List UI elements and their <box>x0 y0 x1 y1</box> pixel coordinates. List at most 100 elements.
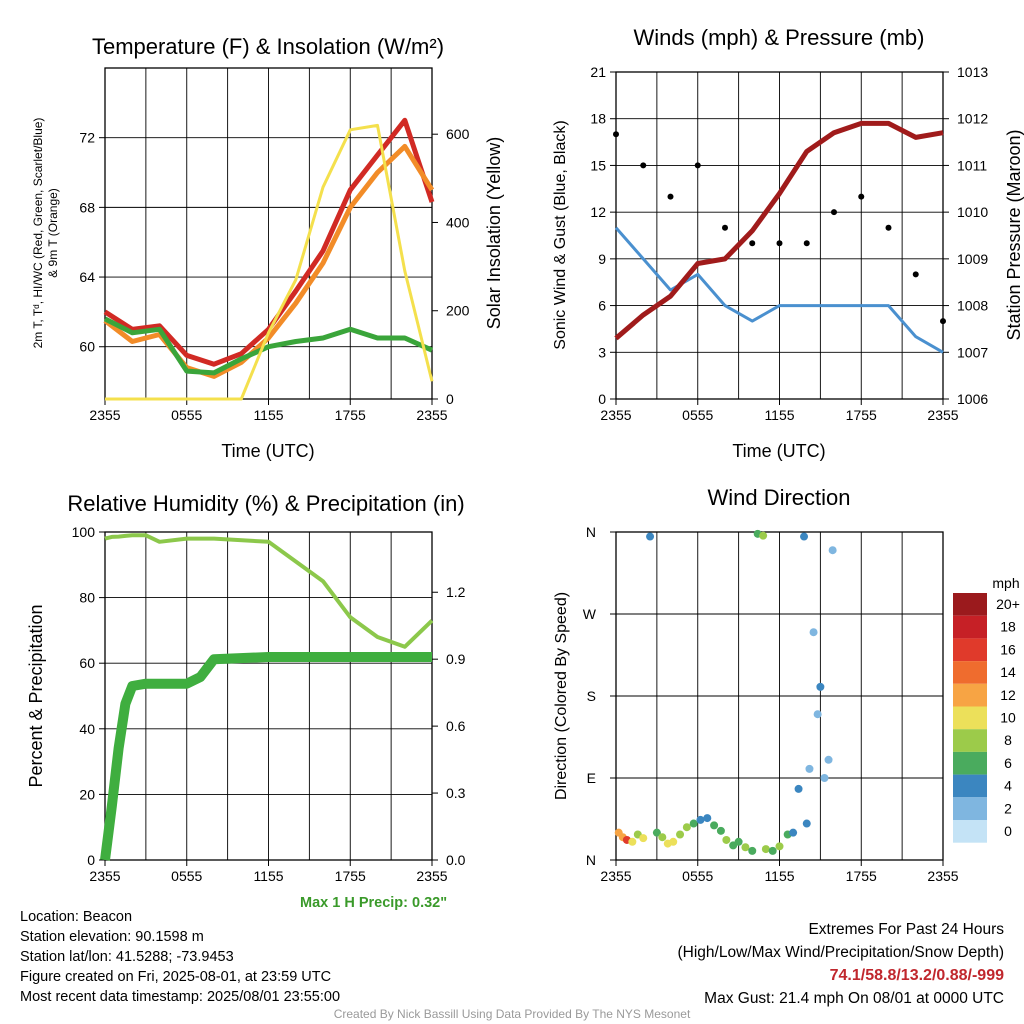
credit-line: Created By Nick Bassill Using Data Provi… <box>333 1007 691 1021</box>
legend-title: mph <box>992 575 1019 591</box>
temp-xtick-label: 2355 <box>89 407 120 423</box>
wind-series-pressure <box>614 120 944 341</box>
dir-point <box>775 842 784 851</box>
dir-xtick-label: 2355 <box>600 868 631 884</box>
rh-y2tick-label: 0.0 <box>446 852 466 868</box>
wind-gust-point <box>640 162 647 169</box>
wind-y2tick-label: 1008 <box>957 298 988 314</box>
legend-label: 14 <box>1000 664 1016 680</box>
legend-label: 16 <box>1000 641 1016 657</box>
temp-y2tick-label: 0 <box>446 391 454 407</box>
wind-gust-point <box>940 318 946 325</box>
rh-ytick-label: 60 <box>79 655 95 671</box>
rh-ytick-label: 20 <box>79 786 95 802</box>
legend-swatch <box>953 751 987 775</box>
dir-point <box>828 546 837 555</box>
wind-ytick-label: 9 <box>598 251 606 267</box>
rh-ytick-label: 80 <box>79 590 95 606</box>
dir-point <box>716 826 725 835</box>
max-gust-line: Max Gust: 21.4 mph On 08/01 at 0000 UTC <box>704 990 1004 1007</box>
dir-xtick-label: 1155 <box>764 868 794 884</box>
temp-series-2 <box>103 316 434 376</box>
wind-gust-point <box>749 240 756 247</box>
station-info: Location: Beacon Station elevation: 90.1… <box>20 907 340 1007</box>
dir-point <box>824 755 833 764</box>
extremes-subtitle: (High/Low/Max Wind/Precipitation/Snow De… <box>677 944 1005 961</box>
dir-point <box>802 819 811 828</box>
legend-swatch <box>953 706 987 730</box>
dir-point <box>820 774 829 782</box>
wind-ytick-label: 12 <box>590 204 606 220</box>
rh-xtick-label: 1155 <box>253 868 283 884</box>
dir-xtick-label: 0555 <box>682 868 713 884</box>
wind-xtick-label: 1155 <box>764 407 794 423</box>
wind-xtick-label: 2355 <box>927 407 958 423</box>
temp-series-0 <box>103 117 435 367</box>
dir-point <box>652 828 661 837</box>
dir-point <box>748 846 757 855</box>
temp-xtick-label: 1755 <box>335 407 366 423</box>
extremes-title: Extremes For Past 24 Hours <box>808 921 1004 938</box>
temp-series-1 <box>103 143 435 379</box>
dir-ylabel-left: Direction (Colored By Speed) <box>553 592 570 800</box>
legend-label: 10 <box>1000 710 1016 726</box>
temp-y2tick-label: 200 <box>446 303 470 319</box>
extremes-box: Extremes For Past 24 Hours (High/Low/Max… <box>678 918 1005 1010</box>
dir-point <box>759 531 768 540</box>
temp-xlabel: Time (UTC) <box>221 441 314 461</box>
rh-ytick-label: 0 <box>87 852 95 868</box>
legend-swatch <box>953 820 987 843</box>
wind-xlabel: Time (UTC) <box>732 441 825 461</box>
wind-y2tick-label: 1007 <box>957 344 988 360</box>
created-line: Figure created on Fri, 2025-08-01, at 23… <box>20 969 332 985</box>
legend-label: 0 <box>1004 823 1012 839</box>
dir-point <box>722 835 731 844</box>
wind-gust-point <box>831 209 837 216</box>
dir-point <box>639 834 648 843</box>
dir-xtick-label: 1755 <box>846 868 877 884</box>
wind-xtick-label: 2355 <box>600 407 631 423</box>
dir-point <box>789 828 798 837</box>
wind-y2tick-label: 1010 <box>957 204 988 220</box>
temp-xtick-label: 1155 <box>253 407 283 423</box>
rh-ytick-label: 40 <box>79 721 95 737</box>
temp-title: Temperature (F) & Insolation (W/m²) <box>92 34 444 59</box>
wind-ylabel-left: Sonic Wind & Gust (Blue, Black) <box>552 120 569 349</box>
legend-swatch <box>953 797 987 820</box>
temp-y2tick-label: 400 <box>446 214 470 230</box>
wind-y2tick-label: 1011 <box>957 157 987 173</box>
wind-gust-point <box>722 224 728 231</box>
elevation-line: Station elevation: 90.1598 m <box>20 929 204 945</box>
rh-y2tick-label: 0.9 <box>446 651 466 667</box>
wind-ytick-label: 6 <box>598 298 606 314</box>
dir-point <box>689 819 698 828</box>
legend-label: 6 <box>1004 755 1012 771</box>
dir-title: Wind Direction <box>707 485 850 510</box>
wind-y2tick-label: 1013 <box>957 64 988 80</box>
dir-point <box>734 837 743 846</box>
dir-point <box>816 682 825 691</box>
wind-xtick-label: 1755 <box>846 407 877 423</box>
dir-ytick-label: N <box>586 524 596 540</box>
dir-point <box>813 710 822 719</box>
rh-title: Relative Humidity (%) & Precipitation (i… <box>67 491 464 516</box>
dir-point <box>761 845 770 854</box>
rh-xtick-label: 2355 <box>89 868 120 884</box>
wind-ytick-label: 15 <box>590 157 606 173</box>
wind-ytick-label: 3 <box>598 344 606 360</box>
rh-y2tick-label: 1.2 <box>446 584 466 600</box>
temp-ylabel-left-1: 2m T, Tᵈ, HI/WC (Red, Green, Scarlet/Blu… <box>31 118 45 349</box>
temp-xtick-label: 2355 <box>416 407 447 423</box>
wind-gust-point <box>858 193 865 200</box>
legend-swatch <box>953 729 987 752</box>
legend-label: 2 <box>1004 800 1012 816</box>
dir-point <box>646 532 655 541</box>
rh-y2tick-label: 0.6 <box>446 718 466 734</box>
dir-ytick-label: E <box>587 770 596 786</box>
legend-label: 8 <box>1004 732 1012 748</box>
legend-swatch <box>953 638 987 662</box>
rh-y2tick-label: 0.3 <box>446 785 466 801</box>
dir-point <box>809 628 818 637</box>
rh-ytick-label: 100 <box>72 524 96 540</box>
